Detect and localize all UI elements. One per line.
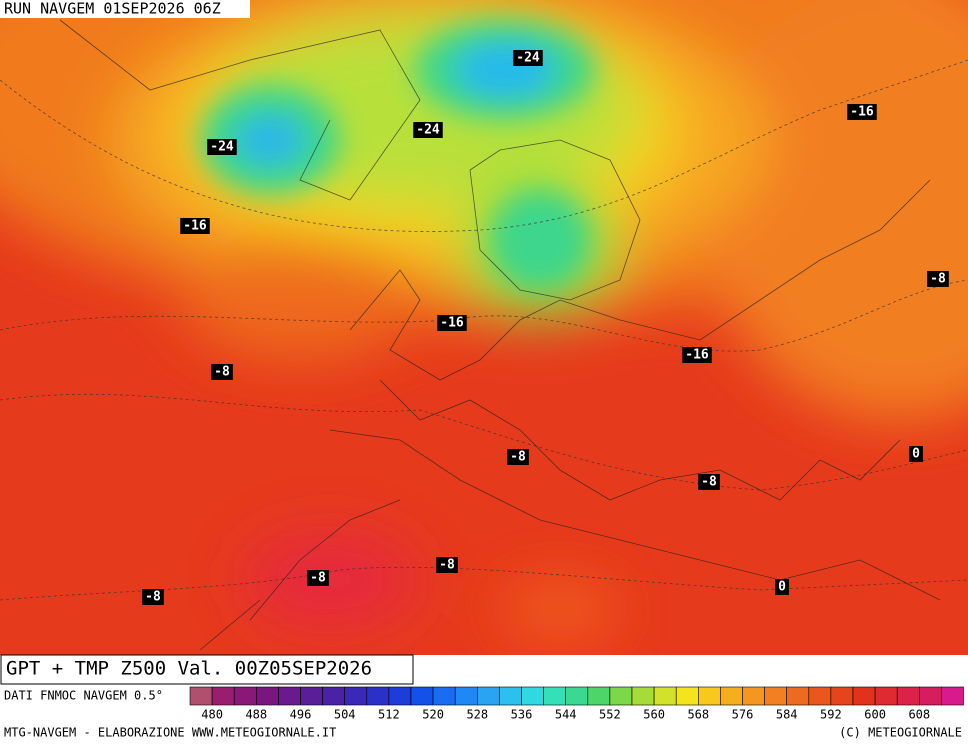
contour-label: -8 xyxy=(310,571,326,586)
contour-label: -8 xyxy=(439,558,455,573)
contour-label-bg xyxy=(698,474,720,490)
colorbar-swatch xyxy=(896,686,920,706)
contour-label-bg xyxy=(927,271,949,287)
colorbar-label: 480 xyxy=(201,708,223,722)
colorbar-swatch xyxy=(918,686,942,706)
legend-source: DATI FNMOC NAVGEM 0.5° xyxy=(4,689,163,703)
contour-label: -8 xyxy=(701,475,717,490)
contour-label-bg xyxy=(437,315,467,331)
colorbar-swatch xyxy=(653,686,677,706)
colorbar-swatch xyxy=(300,686,323,706)
colorbar-swatch xyxy=(720,686,743,706)
contour-label: -8 xyxy=(145,590,161,605)
contour-label: -16 xyxy=(440,316,464,331)
footer-right: (C) METEOGIORNALE xyxy=(839,726,962,740)
colorbar-label: 560 xyxy=(643,708,665,722)
contour-label: 0 xyxy=(778,580,786,595)
colorbar-swatch xyxy=(476,686,500,706)
contour-label-bg xyxy=(142,589,164,605)
contour-label-bg xyxy=(909,446,923,462)
contour-label-bg xyxy=(507,449,529,465)
colorbar-swatch xyxy=(742,686,765,706)
caption-box xyxy=(0,654,414,685)
contour-label-bg xyxy=(211,364,233,380)
contour-label: -24 xyxy=(210,140,234,155)
colorbar-label: 552 xyxy=(599,708,621,722)
colorbar-swatch xyxy=(410,686,434,706)
colorbar-swatch xyxy=(786,686,810,706)
colorbar-swatch xyxy=(499,686,522,706)
contour-label-bg xyxy=(775,579,789,595)
colorbar-swatch xyxy=(322,686,346,706)
colorbar-swatch xyxy=(941,686,964,706)
colorbar-swatch xyxy=(278,686,301,706)
contour-label: -8 xyxy=(214,365,230,380)
colorbar: 480 488 496 504 512 520 528 536 544 552 560 568 576 5… xyxy=(189,686,964,722)
contour-labels: -24 -24 -24 -16 -16 -8 -16 -16 -8 -8 0 -8 -8 -8 -8 0 xyxy=(142,50,949,605)
colorbar-swatch xyxy=(255,686,279,706)
colorbar-swatch xyxy=(808,686,832,706)
colorbar-swatch xyxy=(543,686,566,706)
contour-label-bg xyxy=(413,122,443,138)
contour-label-bg xyxy=(180,218,210,234)
colorbar-swatch xyxy=(609,686,633,706)
colorbar-swatch xyxy=(521,686,544,706)
colorbar-swatch xyxy=(565,686,589,706)
contour-label-bg xyxy=(436,557,458,573)
contour-label: -16 xyxy=(850,105,874,120)
colorbar-swatch xyxy=(344,686,368,706)
colorbar-label: 576 xyxy=(732,708,754,722)
contour-label-bg xyxy=(207,139,237,155)
colorbar-label: 584 xyxy=(776,708,798,722)
colorbar-label: 488 xyxy=(245,708,267,722)
contour-label: -24 xyxy=(516,51,540,66)
contour-label: -8 xyxy=(930,272,946,287)
contour-label: 0 xyxy=(912,447,920,462)
colorbar-label: 568 xyxy=(687,708,709,722)
contour-label: -16 xyxy=(685,348,709,363)
colorbar-swatch xyxy=(432,686,456,706)
colorbar-label: 536 xyxy=(511,708,533,722)
map-field xyxy=(0,0,968,655)
colorbar-label: 504 xyxy=(334,708,356,722)
colorbar-label: 544 xyxy=(555,708,577,722)
colorbar-label: 512 xyxy=(378,708,400,722)
colorbar-swatch xyxy=(697,686,721,706)
colorbar-label: 608 xyxy=(908,708,930,722)
colorbar-label: 496 xyxy=(290,708,312,722)
contour-label: -24 xyxy=(416,123,440,138)
colorbar-swatch xyxy=(388,686,412,706)
colorbar-swatch xyxy=(874,686,898,706)
footer-left: MTG-NAVGEM - ELABORAZIONE WWW.METEOGIORN… xyxy=(4,726,336,740)
colorbar-swatch xyxy=(764,686,787,706)
colorbar-swatch xyxy=(233,686,257,706)
contour-label-bg xyxy=(682,347,712,363)
colorbar-swatch xyxy=(675,686,699,706)
colorbar-swatch xyxy=(366,686,390,706)
colorbar-swatch xyxy=(587,686,611,706)
contour-label-bg xyxy=(307,570,329,586)
contour-label-bg xyxy=(513,50,543,66)
colorbar-swatch xyxy=(830,686,854,706)
colorbar-label: 592 xyxy=(820,708,842,722)
colorbar-swatch xyxy=(852,686,876,706)
colorbar-label: 520 xyxy=(422,708,444,722)
title-box xyxy=(0,0,250,18)
run-title: RUN NAVGEM 01SEP2026 06Z xyxy=(4,0,221,18)
colorbar-label: 528 xyxy=(466,708,488,722)
colorbar-swatch xyxy=(631,686,655,706)
contour-label: -8 xyxy=(510,450,526,465)
colorbar-swatch xyxy=(211,686,235,706)
colorbar-swatch xyxy=(454,686,478,706)
contour-label: -16 xyxy=(183,219,207,234)
contour-label-bg xyxy=(847,104,877,120)
colorbar-label: 600 xyxy=(864,708,886,722)
colorbar-swatch xyxy=(189,686,213,706)
caption: GPT + TMP Z500 Val. 00Z05SEP2026 xyxy=(6,658,372,680)
